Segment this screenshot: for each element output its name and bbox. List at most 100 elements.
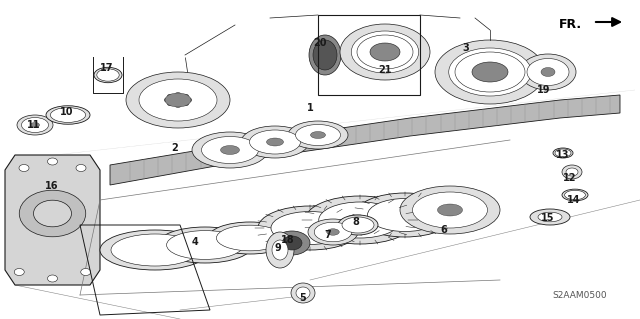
Ellipse shape	[291, 283, 315, 303]
Ellipse shape	[81, 269, 91, 276]
Text: 3: 3	[463, 43, 469, 53]
Ellipse shape	[520, 54, 576, 90]
Ellipse shape	[31, 122, 40, 128]
Ellipse shape	[250, 130, 301, 154]
Text: 10: 10	[60, 107, 74, 117]
Text: 6: 6	[440, 225, 447, 235]
Ellipse shape	[168, 102, 173, 106]
Text: 1: 1	[307, 103, 314, 113]
Ellipse shape	[413, 192, 488, 228]
Ellipse shape	[435, 40, 545, 104]
Ellipse shape	[221, 145, 239, 154]
Ellipse shape	[538, 212, 562, 222]
Ellipse shape	[314, 222, 352, 242]
Text: 17: 17	[100, 63, 114, 73]
Ellipse shape	[438, 204, 463, 216]
Text: S2AAM0500: S2AAM0500	[553, 291, 607, 300]
Ellipse shape	[309, 35, 341, 75]
Ellipse shape	[165, 93, 191, 107]
Ellipse shape	[527, 58, 569, 85]
Ellipse shape	[157, 227, 253, 263]
Ellipse shape	[562, 189, 588, 201]
Ellipse shape	[97, 69, 119, 81]
Ellipse shape	[327, 229, 339, 235]
Ellipse shape	[164, 98, 170, 102]
Ellipse shape	[449, 48, 531, 96]
Ellipse shape	[111, 234, 199, 266]
Ellipse shape	[168, 94, 173, 98]
Text: 20: 20	[313, 38, 327, 48]
Text: 19: 19	[537, 85, 551, 95]
Ellipse shape	[367, 198, 442, 232]
Text: 9: 9	[275, 243, 282, 253]
Ellipse shape	[305, 196, 415, 244]
Ellipse shape	[296, 124, 340, 145]
Text: 8: 8	[353, 217, 360, 227]
Ellipse shape	[541, 68, 555, 77]
Ellipse shape	[100, 230, 210, 270]
Ellipse shape	[357, 35, 413, 69]
Ellipse shape	[166, 231, 243, 259]
Ellipse shape	[139, 79, 217, 121]
Ellipse shape	[186, 98, 192, 102]
Ellipse shape	[192, 132, 268, 168]
Ellipse shape	[566, 168, 578, 176]
Ellipse shape	[340, 24, 430, 80]
Text: 14: 14	[567, 195, 580, 205]
Ellipse shape	[175, 103, 181, 108]
Ellipse shape	[282, 236, 302, 250]
Ellipse shape	[296, 287, 310, 299]
Polygon shape	[110, 95, 620, 185]
Ellipse shape	[370, 43, 400, 61]
Ellipse shape	[51, 108, 86, 122]
Ellipse shape	[288, 121, 348, 149]
Ellipse shape	[553, 148, 573, 158]
Polygon shape	[5, 155, 100, 285]
Ellipse shape	[33, 200, 72, 227]
Ellipse shape	[342, 217, 374, 233]
Ellipse shape	[17, 115, 53, 135]
Ellipse shape	[476, 64, 504, 80]
Ellipse shape	[47, 158, 58, 165]
Text: FR.: FR.	[559, 18, 582, 31]
Ellipse shape	[22, 117, 49, 132]
Ellipse shape	[126, 72, 230, 128]
Ellipse shape	[472, 62, 508, 82]
Text: 15: 15	[541, 213, 555, 223]
Ellipse shape	[355, 193, 455, 237]
Text: 21: 21	[378, 65, 392, 75]
Ellipse shape	[374, 45, 396, 59]
Ellipse shape	[274, 231, 310, 255]
Ellipse shape	[266, 138, 284, 146]
Ellipse shape	[310, 131, 326, 138]
Ellipse shape	[338, 215, 378, 235]
Ellipse shape	[351, 31, 419, 73]
Ellipse shape	[258, 206, 362, 250]
Text: 18: 18	[281, 235, 295, 245]
Ellipse shape	[208, 222, 292, 254]
Ellipse shape	[47, 275, 58, 282]
Ellipse shape	[555, 149, 571, 157]
Ellipse shape	[319, 202, 401, 238]
Ellipse shape	[216, 225, 284, 251]
Ellipse shape	[308, 219, 358, 245]
Ellipse shape	[564, 190, 586, 200]
Ellipse shape	[313, 40, 337, 70]
Ellipse shape	[272, 240, 288, 260]
Ellipse shape	[182, 102, 189, 106]
Ellipse shape	[19, 190, 86, 237]
Ellipse shape	[400, 186, 500, 234]
Text: 12: 12	[563, 173, 577, 183]
Ellipse shape	[530, 209, 570, 225]
Ellipse shape	[455, 52, 525, 92]
Ellipse shape	[562, 165, 582, 179]
Text: 5: 5	[300, 293, 307, 303]
Text: 2: 2	[172, 143, 179, 153]
Ellipse shape	[94, 67, 122, 83]
Text: 11: 11	[28, 120, 41, 130]
Ellipse shape	[76, 165, 86, 172]
Ellipse shape	[182, 94, 189, 98]
Text: 16: 16	[45, 181, 59, 191]
Ellipse shape	[19, 165, 29, 172]
Ellipse shape	[202, 137, 259, 164]
